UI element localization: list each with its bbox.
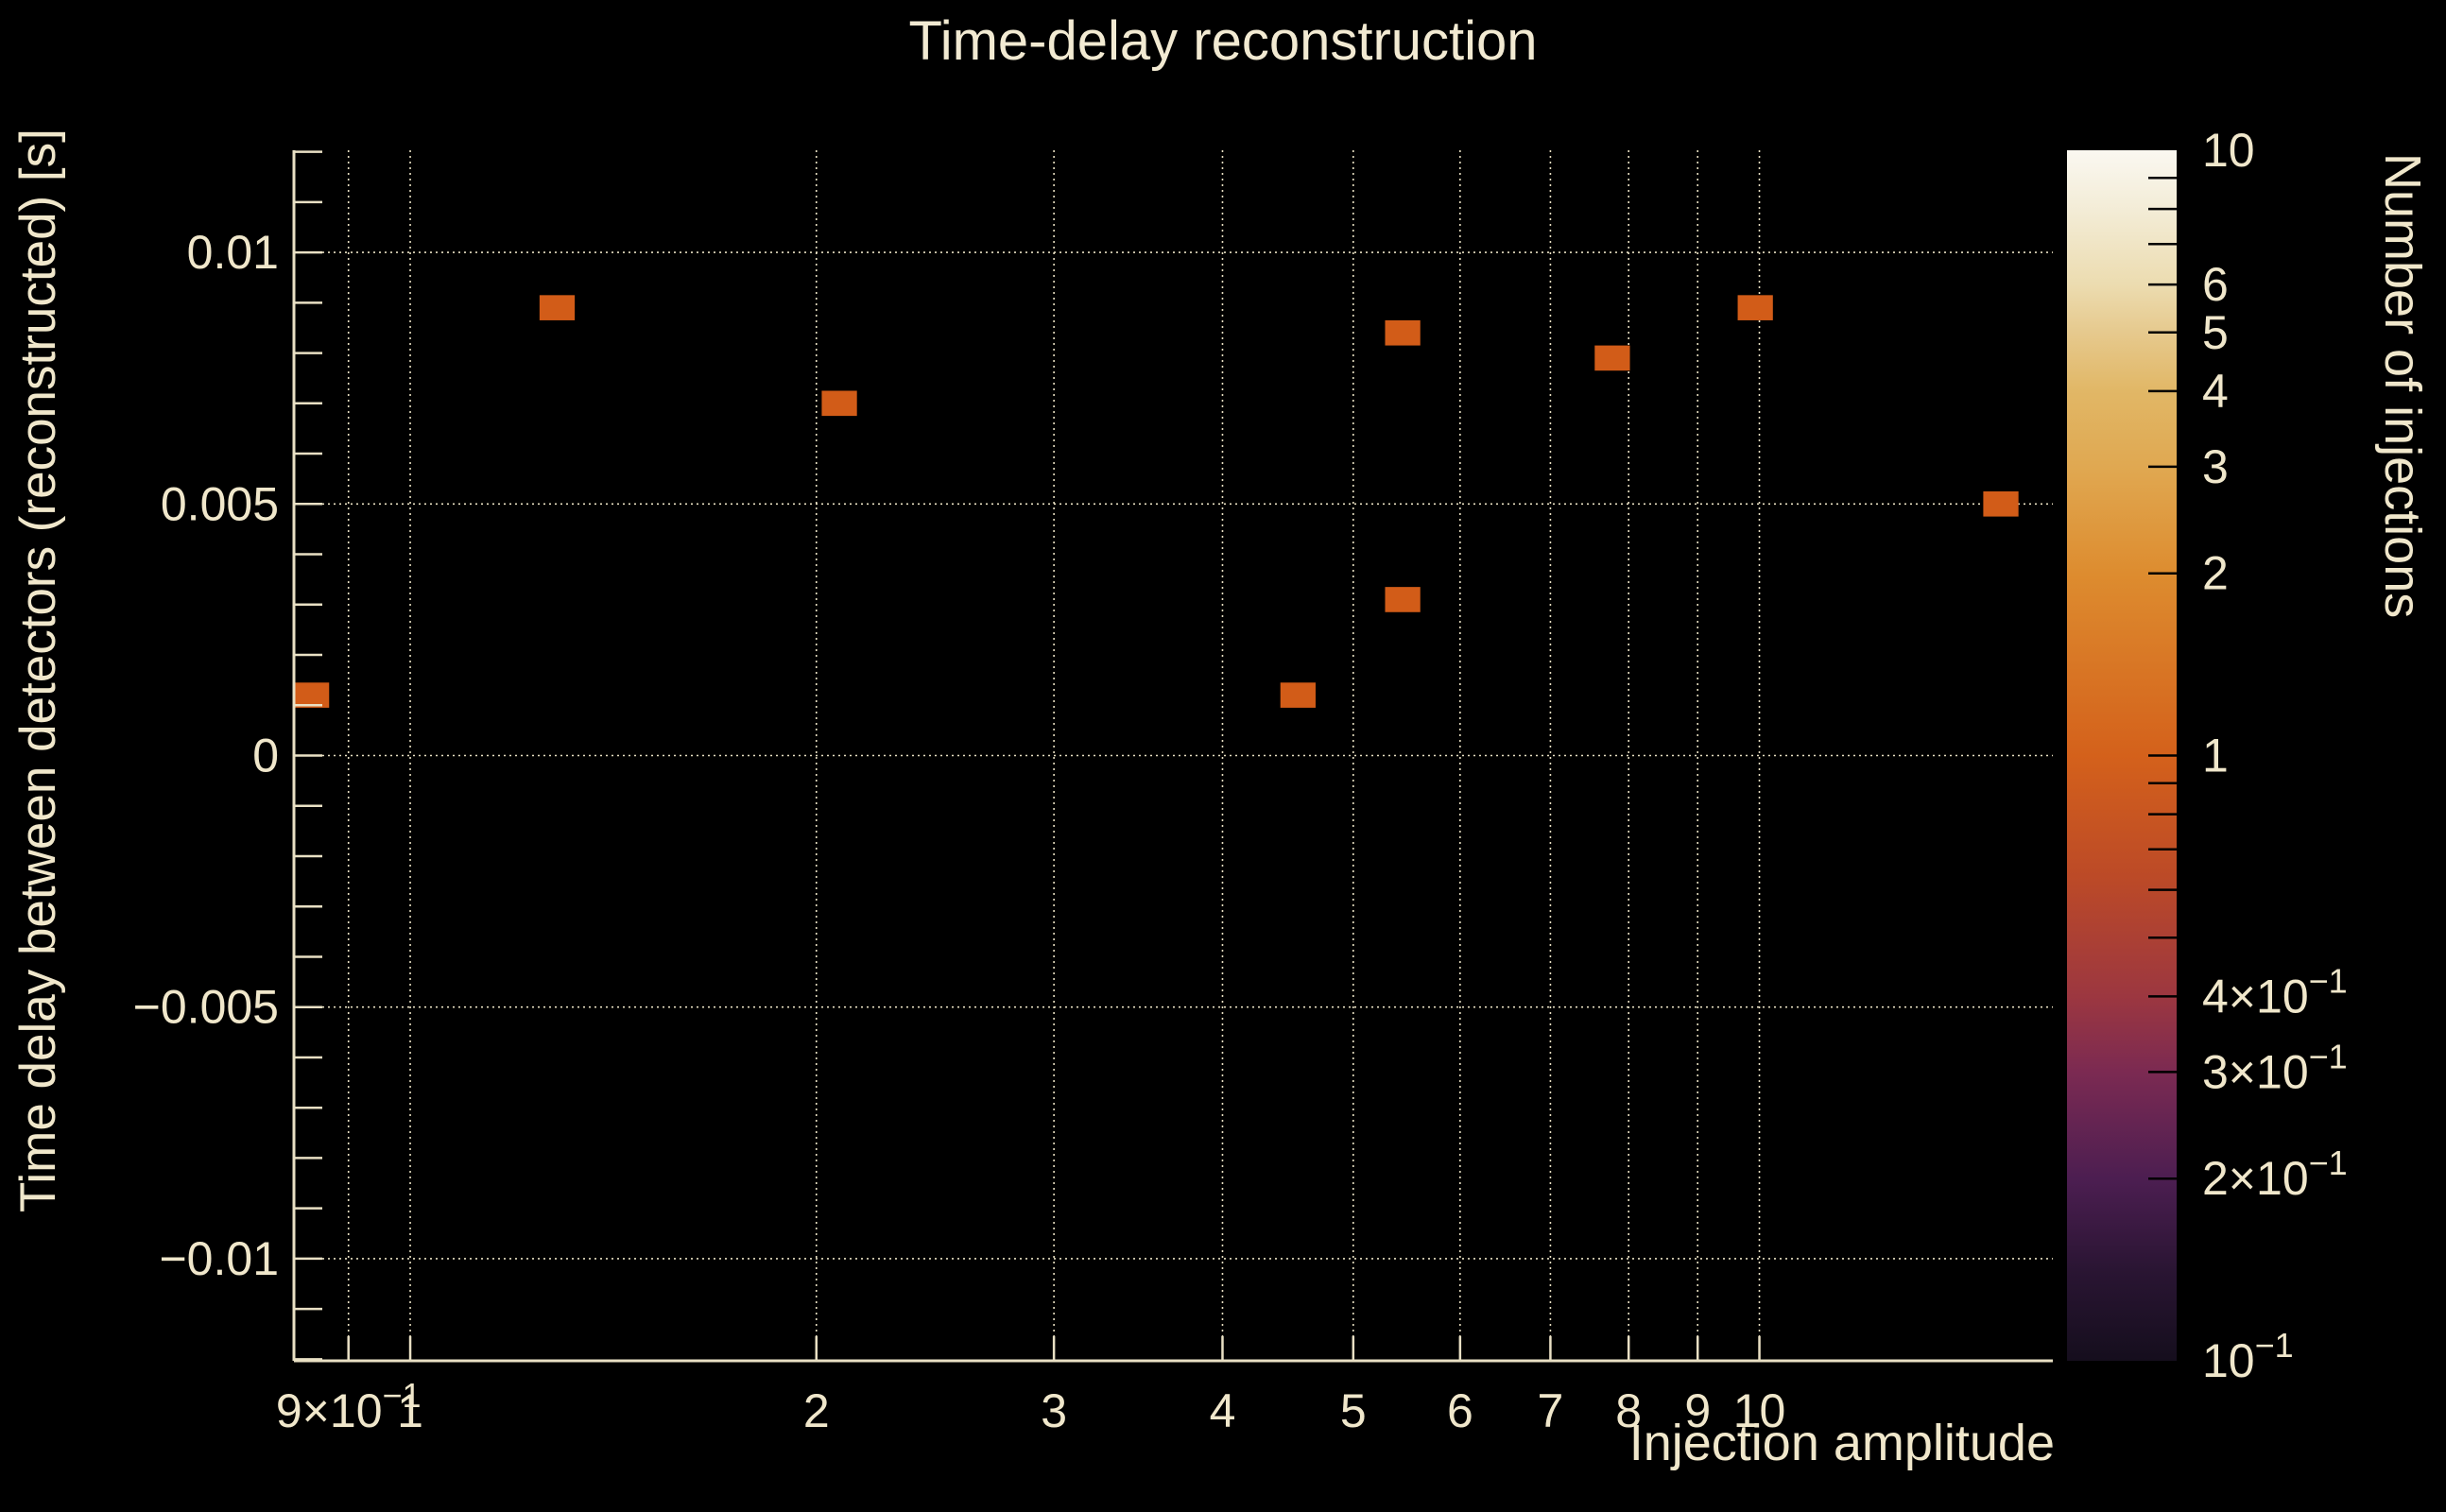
gridlines (294, 150, 2053, 1361)
ticks (294, 150, 1761, 1361)
histogram-bin (1594, 345, 1630, 371)
colorbar-label: 3 (2202, 440, 2229, 493)
x-tick-label: 6 (1447, 1384, 1473, 1437)
y-tick-label: 0.005 (161, 477, 279, 530)
axis-titles: Injection amplitude Time delay between de… (10, 129, 2055, 1471)
histogram-bin (1983, 490, 2019, 517)
x-tick-label: 1 (397, 1384, 423, 1437)
histogram-bin (821, 390, 857, 417)
x-tick-label: 3 (1041, 1384, 1067, 1437)
chart-title: Time-delay reconstruction (908, 10, 1538, 72)
x-tick-label: 2 (803, 1384, 830, 1437)
histogram-bin (1737, 295, 1773, 320)
colorbar-label: 5 (2202, 306, 2229, 359)
colorbar-label: 10 (2202, 124, 2255, 177)
x-tick-label: 9×10−1 (276, 1376, 422, 1437)
x-tick-label: 10 (1733, 1384, 1786, 1437)
x-tick-label: 5 (1340, 1384, 1367, 1437)
colorbar-label: 3×10−1 (2202, 1037, 2348, 1098)
colorbar: 10 65 4 3 2 1 4×10−1 3×10−1 2×10−1 10−1 Number of … (2067, 124, 2431, 1387)
x-tick-label: 9 (1684, 1384, 1711, 1437)
colorbar-label: 2 (2202, 547, 2229, 600)
y-axis-title: Time delay between detectors (reconstruc… (10, 129, 66, 1212)
y-tick-label: −0.005 (133, 981, 279, 1034)
colorbar-title: Number of injections (2374, 153, 2431, 618)
x-axis-title: Injection amplitude (1629, 1415, 2055, 1471)
colorbar-label: 4 (2202, 365, 2229, 418)
histogram-bin (539, 295, 576, 320)
colorbar-label: 10−1 (2202, 1326, 2294, 1387)
x-tick-label: 4 (1210, 1384, 1236, 1437)
x-tick-label: 7 (1538, 1384, 1564, 1437)
colorbar-label: 2×10−1 (2202, 1143, 2348, 1205)
tick-labels: 0.01 0.005 0 −0.005 −0.01 9×10−11 2 3 4 5 6 7 8 9 10 (133, 226, 1786, 1437)
histogram-bin (1280, 682, 1316, 708)
y-tick-label: 0 (252, 730, 279, 782)
y-tick-label: 0.01 (187, 226, 279, 279)
histogram-bin (295, 682, 330, 708)
histogram-bin (1385, 587, 1421, 612)
histogram-bin (1385, 319, 1421, 346)
colorbar-label: 6 (2202, 258, 2229, 311)
colorbar-label: 1 (2202, 730, 2229, 782)
colorbar-label: 4×10−1 (2202, 961, 2348, 1022)
x-tick-label: 8 (1615, 1384, 1642, 1437)
data-bins (295, 295, 2019, 708)
y-tick-label: −0.01 (159, 1232, 279, 1285)
